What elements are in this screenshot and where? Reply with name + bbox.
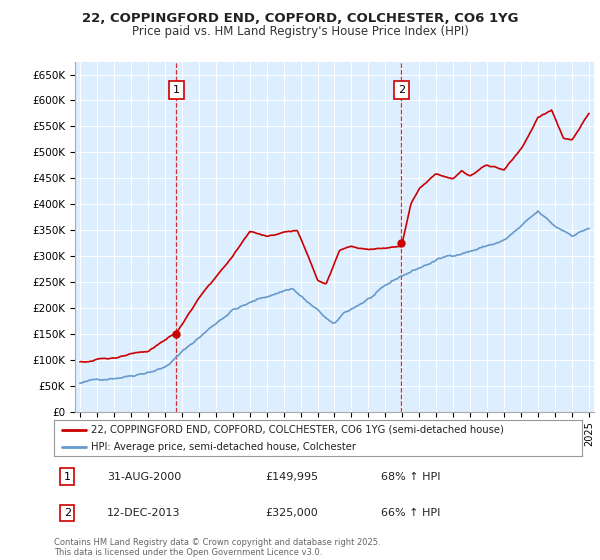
Text: £325,000: £325,000 (265, 508, 318, 518)
Text: £149,995: £149,995 (265, 472, 319, 482)
Text: 66% ↑ HPI: 66% ↑ HPI (382, 508, 441, 518)
Text: HPI: Average price, semi-detached house, Colchester: HPI: Average price, semi-detached house,… (91, 442, 356, 451)
Text: 22, COPPINGFORD END, COPFORD, COLCHESTER, CO6 1YG (semi-detached house): 22, COPPINGFORD END, COPFORD, COLCHESTER… (91, 425, 504, 435)
Text: 31-AUG-2000: 31-AUG-2000 (107, 472, 181, 482)
Text: 22, COPPINGFORD END, COPFORD, COLCHESTER, CO6 1YG: 22, COPPINGFORD END, COPFORD, COLCHESTER… (82, 12, 518, 25)
Text: 68% ↑ HPI: 68% ↑ HPI (382, 472, 441, 482)
Text: 2: 2 (398, 85, 405, 95)
Text: 2: 2 (64, 508, 71, 518)
Text: 1: 1 (64, 472, 71, 482)
Text: 12-DEC-2013: 12-DEC-2013 (107, 508, 181, 518)
Text: Contains HM Land Registry data © Crown copyright and database right 2025.
This d: Contains HM Land Registry data © Crown c… (54, 538, 380, 557)
Text: 1: 1 (173, 85, 180, 95)
Text: Price paid vs. HM Land Registry's House Price Index (HPI): Price paid vs. HM Land Registry's House … (131, 25, 469, 38)
